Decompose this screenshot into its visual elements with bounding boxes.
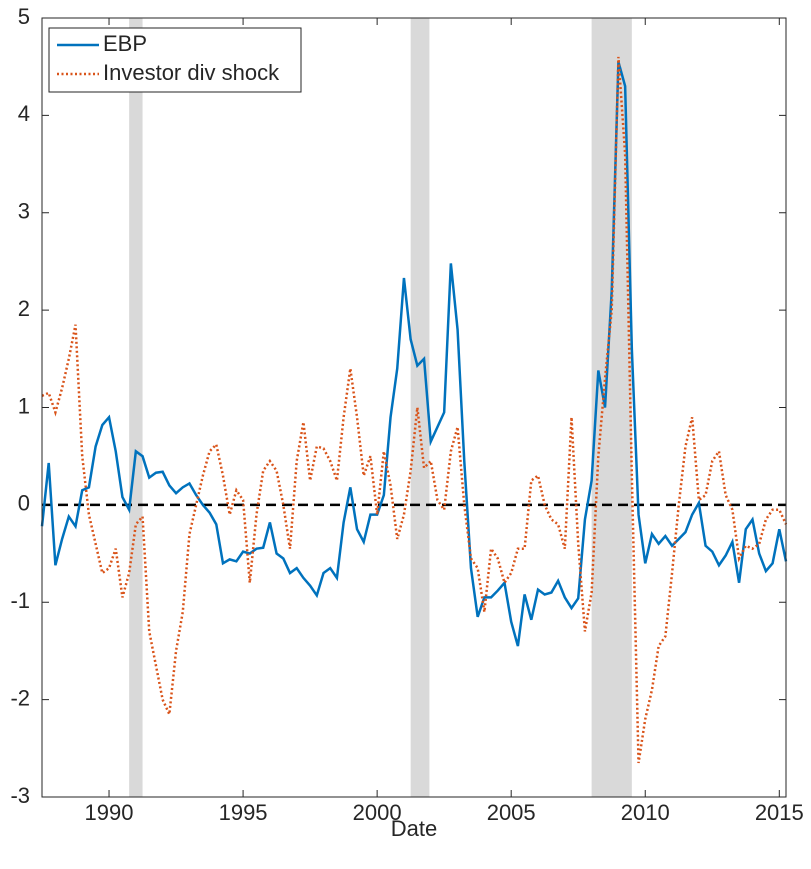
x-tick-label: 2015 [755,800,804,825]
recession-band [129,18,143,797]
recession-band [410,18,430,797]
x-tick-label: 2000 [353,800,402,825]
x-axis-label: Date [391,816,437,841]
y-tick-label: 4 [18,101,30,126]
x-tick-label: 1995 [219,800,268,825]
y-tick-label: 1 [18,393,30,418]
y-tick-label: 5 [18,4,30,29]
x-tick-label: 2005 [487,800,536,825]
y-tick-label: 2 [18,296,30,321]
x-tick-label: 2010 [621,800,670,825]
x-tick-label: 1990 [85,800,134,825]
y-tick-label: 0 [18,491,30,516]
recession-band [591,18,632,797]
data-line [40,61,788,647]
plot-frame [41,17,787,798]
y-tick-label: -1 [10,588,30,613]
legend-label: EBP [103,31,147,56]
y-tick-label: -2 [10,685,30,710]
y-tick-label: 3 [18,199,30,224]
legend-box [48,27,302,93]
legend-label: Investor div shock [103,60,280,85]
y-tick-label: -3 [10,783,30,808]
